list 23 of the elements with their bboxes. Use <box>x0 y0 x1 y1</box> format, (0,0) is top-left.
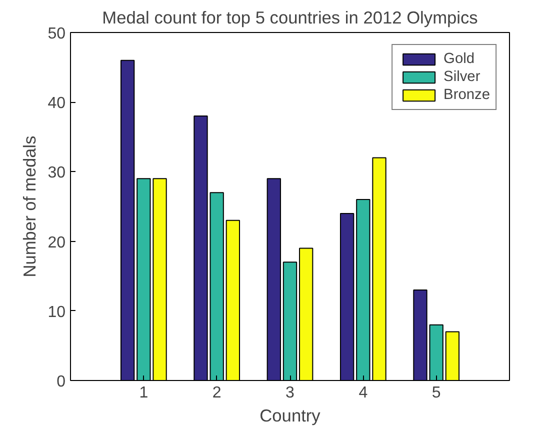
legend-label: Silver <box>444 69 480 85</box>
x-tick-label: 3 <box>286 384 295 402</box>
y-tick-label: 20 <box>48 234 66 252</box>
legend-label: Gold <box>444 51 475 67</box>
y-tick-label: 0 <box>56 374 66 390</box>
y-tick-label: 50 <box>48 26 66 42</box>
y-tick-label: 40 <box>48 95 66 112</box>
x-tick-label: 1 <box>139 384 148 402</box>
chart-title: Medal count for top 5 countries in 2012 Olympics <box>102 8 478 28</box>
bar <box>226 220 240 380</box>
bar <box>445 331 460 380</box>
x-axis-title: Country <box>260 406 321 426</box>
x-tick-label: 5 <box>432 384 441 402</box>
x-tick-label: 2 <box>212 384 222 402</box>
y-axis-title: Number of medals <box>20 135 40 278</box>
y-tick-label: 30 <box>48 164 66 182</box>
bar <box>340 212 354 380</box>
bar <box>266 178 281 380</box>
bar <box>299 248 314 380</box>
bar <box>120 60 135 380</box>
y-tick-label: 10 <box>48 304 66 321</box>
legend-label: Bronze <box>444 87 490 103</box>
x-tick-label: 4 <box>358 384 368 402</box>
